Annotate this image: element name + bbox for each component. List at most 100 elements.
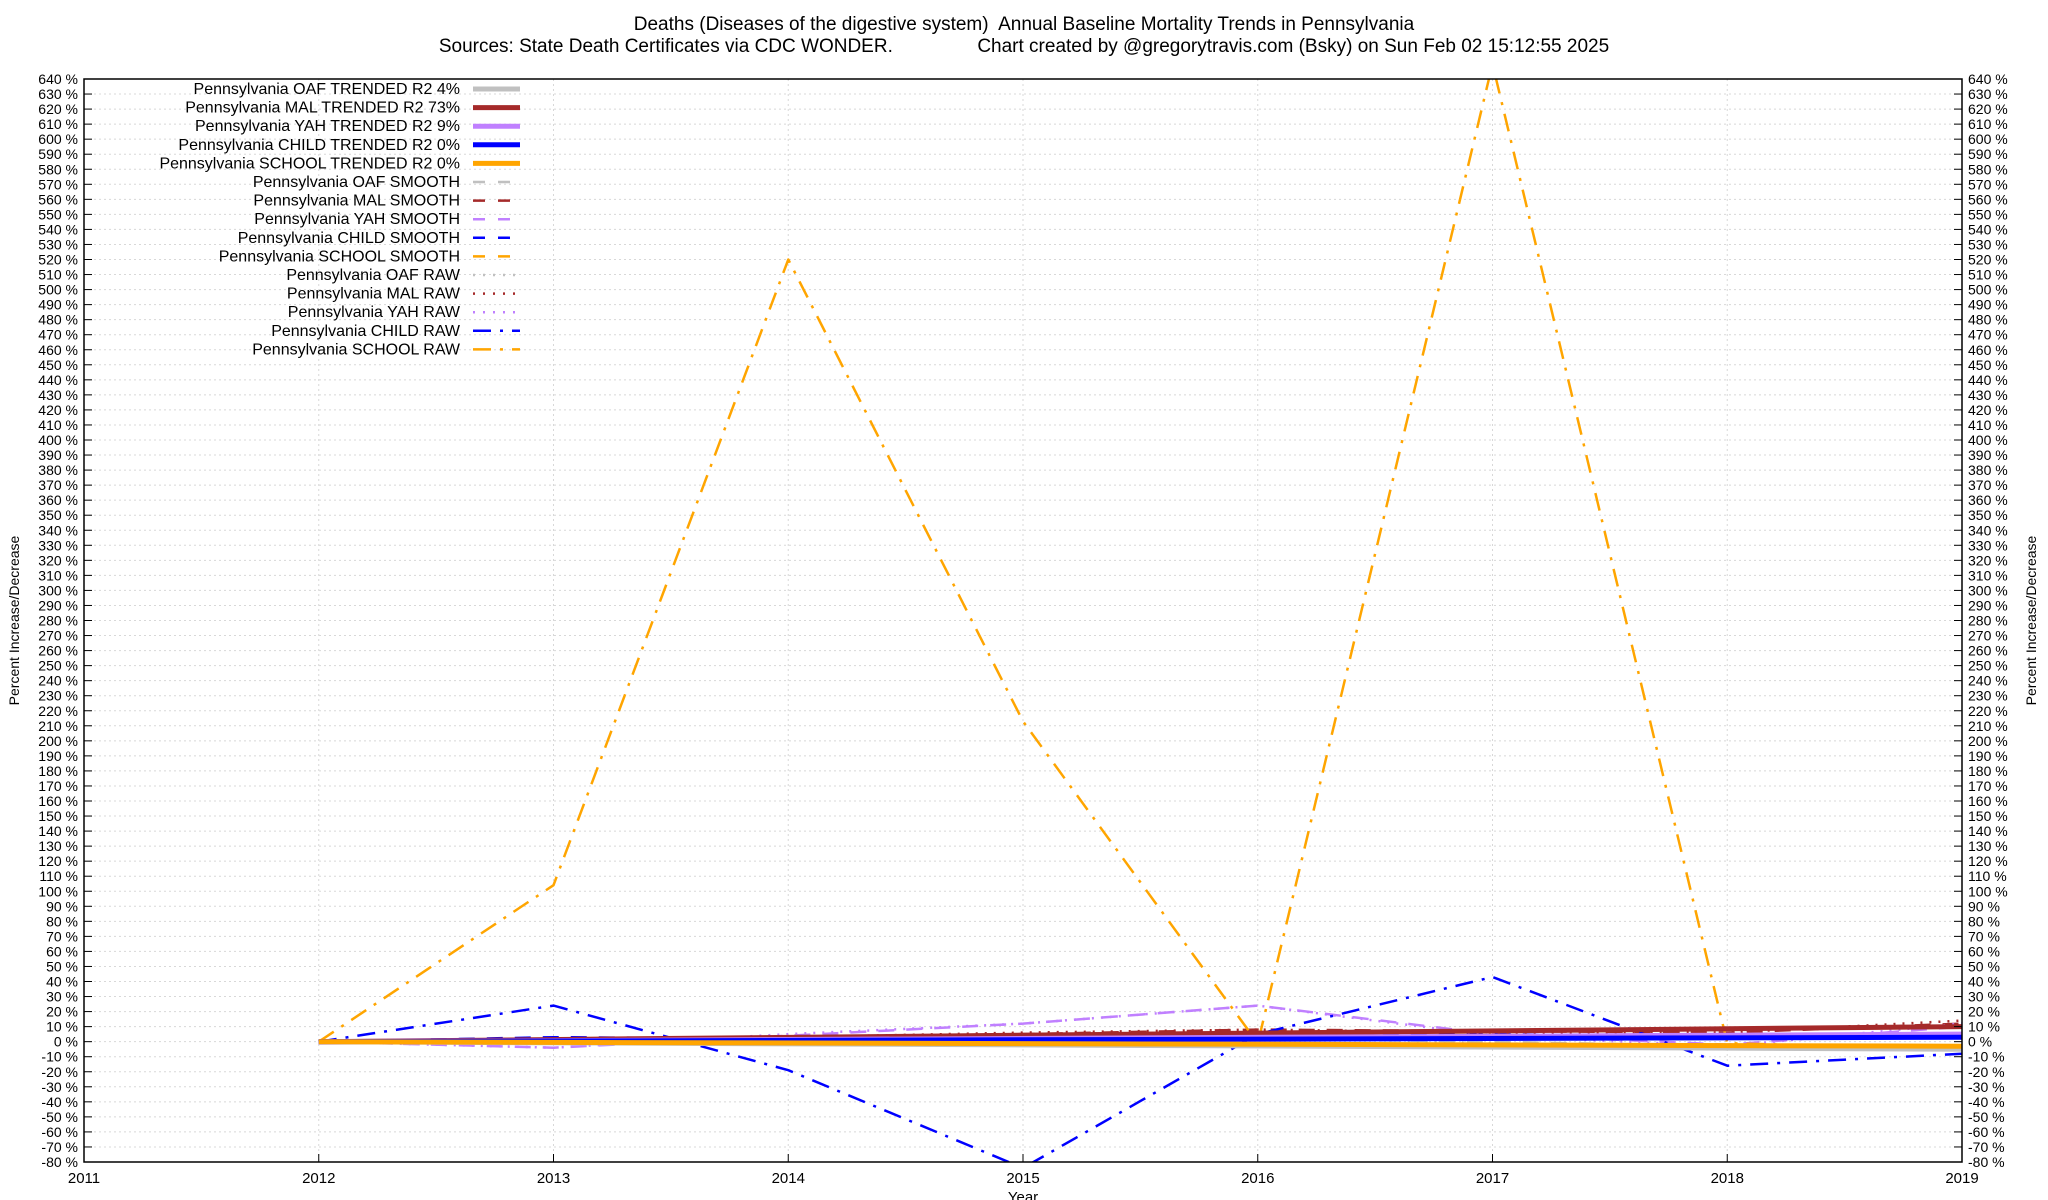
y-tick-label-right: 70 % — [1968, 928, 2000, 944]
y-tick-label: 150 % — [38, 808, 78, 824]
y-tick-label-right: -70 % — [1968, 1139, 2005, 1155]
y-tick-label-right: 440 % — [1968, 372, 2008, 388]
y-tick-label: 210 % — [38, 718, 78, 734]
y-tick-label: 320 % — [38, 552, 78, 568]
y-tick-label: 600 % — [38, 131, 78, 147]
y-tick-label: 590 % — [38, 146, 78, 162]
y-tick-label: 630 % — [38, 86, 78, 102]
y-tick-label: 430 % — [38, 387, 78, 403]
y-tick-label-right: 190 % — [1968, 748, 2008, 764]
y-tick-label-right: 280 % — [1968, 613, 2008, 629]
y-tick-label-right: 510 % — [1968, 267, 2008, 283]
y-tick-label: 450 % — [38, 357, 78, 373]
x-tick-label: 2013 — [537, 1170, 570, 1187]
y-tick-label: -10 % — [41, 1049, 78, 1065]
legend-label: Pennsylvania SCHOOL RAW — [252, 341, 461, 358]
y-tick-label: 120 % — [38, 853, 78, 869]
y-tick-label: 70 % — [46, 928, 78, 944]
y-tick-label-right: 90 % — [1968, 898, 2000, 914]
y-tick-label: 20 % — [46, 1004, 78, 1020]
chart-subtitle: Sources: State Death Certificates via CD… — [438, 36, 1610, 57]
y-tick-label: -50 % — [41, 1109, 78, 1125]
y-tick-label-right: 20 % — [1968, 1004, 2000, 1020]
y-tick-label-right: 160 % — [1968, 793, 2008, 809]
y-axis-label-left: Percent Increase/Decrease — [6, 535, 22, 705]
y-tick-label-right: 640 % — [1968, 71, 2008, 87]
y-tick-label-right: 530 % — [1968, 236, 2008, 252]
y-tick-label-right: -80 % — [1968, 1154, 2005, 1170]
y-tick-label-right: 550 % — [1968, 206, 2008, 222]
y-tick-label-right: -60 % — [1968, 1124, 2005, 1140]
legend-label: Pennsylvania YAH RAW — [288, 304, 461, 321]
y-tick-label: 240 % — [38, 673, 78, 689]
y-tick-label: 520 % — [38, 252, 78, 268]
y-tick-label-right: 230 % — [1968, 688, 2008, 704]
y-tick-label-right: 490 % — [1968, 297, 2008, 313]
legend-label: Pennsylvania CHILD RAW — [271, 323, 461, 340]
y-tick-label-right: 380 % — [1968, 462, 2008, 478]
x-tick-label: 2012 — [302, 1170, 335, 1187]
x-tick-label: 2014 — [772, 1170, 805, 1187]
legend-label: Pennsylvania CHILD SMOOTH — [238, 230, 460, 247]
y-tick-label-right: -30 % — [1968, 1079, 2005, 1095]
y-tick-label-right: 240 % — [1968, 673, 2008, 689]
y-tick-label-right: 500 % — [1968, 282, 2008, 298]
y-tick-label: 190 % — [38, 748, 78, 764]
y-tick-label: 460 % — [38, 342, 78, 358]
y-tick-label: 390 % — [38, 447, 78, 463]
y-tick-label: 610 % — [38, 116, 78, 132]
legend-label: Pennsylvania YAH TRENDED R2 9% — [195, 118, 460, 135]
y-tick-label: 640 % — [38, 71, 78, 87]
y-tick-label: 50 % — [46, 958, 78, 974]
series-line-14 — [318, 79, 1962, 1051]
y-tick-label-right: 200 % — [1968, 733, 2008, 749]
y-tick-label: 420 % — [38, 402, 78, 418]
y-tick-label: 270 % — [38, 628, 78, 644]
y-tick-label: 130 % — [38, 838, 78, 854]
y-tick-label-right: 110 % — [1968, 868, 2007, 884]
y-tick-label-right: -20 % — [1968, 1064, 2005, 1080]
y-tick-label: 580 % — [38, 161, 78, 177]
legend-label: Pennsylvania SCHOOL SMOOTH — [219, 248, 460, 265]
y-tick-label-right: 170 % — [1968, 778, 2008, 794]
y-tick-label: 200 % — [38, 733, 78, 749]
legend: Pennsylvania OAF TRENDED R2 4% Pennsylvan… — [159, 81, 520, 358]
series-line-4 — [318, 1039, 1962, 1049]
y-tick-label-right: 480 % — [1968, 312, 2008, 328]
chart-titles: Deaths (Diseases of the digestive system… — [0, 14, 2048, 58]
y-tick-label: 570 % — [38, 176, 78, 192]
y-tick-label-right: 180 % — [1968, 763, 2008, 779]
y-tick-label: 30 % — [46, 989, 78, 1005]
y-axis-label-right: Percent Increase/Decrease — [2023, 535, 2039, 705]
y-tick-label: -80 % — [41, 1154, 78, 1170]
y-tick-label-right: 10 % — [1968, 1019, 2000, 1035]
y-tick-label-right: 270 % — [1968, 628, 2008, 644]
y-tick-label: 280 % — [38, 613, 78, 629]
y-tick-label: 330 % — [38, 537, 78, 553]
y-tick-label: 380 % — [38, 462, 78, 478]
y-tick-label-right: 450 % — [1968, 357, 2008, 373]
y-tick-label: -60 % — [41, 1124, 78, 1140]
y-tick-label-right: 260 % — [1968, 643, 2008, 659]
y-tick-label: 360 % — [38, 492, 78, 508]
y-tick-label: 250 % — [38, 658, 78, 674]
y-tick-label-right: 30 % — [1968, 989, 2000, 1005]
y-tick-label: 170 % — [38, 778, 78, 794]
y-tick-label-right: 570 % — [1968, 176, 2008, 192]
y-tick-label-right: 290 % — [1968, 597, 2008, 613]
x-tick-label: 2011 — [68, 1170, 100, 1187]
y-tick-label-right: 580 % — [1968, 161, 2008, 177]
y-tick-label-right: -50 % — [1968, 1109, 2005, 1125]
y-tick-label-right: 330 % — [1968, 537, 2008, 553]
y-tick-label-right: 50 % — [1968, 958, 2000, 974]
y-tick-label: 560 % — [38, 191, 78, 207]
y-tick-label-right: 100 % — [1968, 883, 2008, 899]
y-tick-label-right: 610 % — [1968, 116, 2008, 132]
y-tick-label-right: 470 % — [1968, 327, 2008, 343]
series-line-7 — [318, 1004, 1962, 1049]
chart-title: Deaths (Diseases of the digestive system… — [633, 14, 1415, 35]
y-tick-label: 90 % — [46, 898, 78, 914]
y-tick-label: 220 % — [38, 703, 78, 719]
x-tick-label: 2018 — [1711, 1170, 1744, 1187]
y-tick-label: 100 % — [38, 883, 78, 899]
